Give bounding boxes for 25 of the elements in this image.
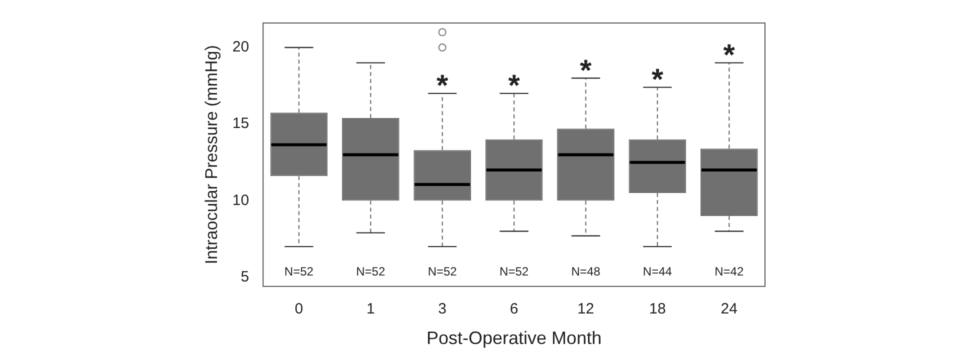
annotation: N=52 xyxy=(500,264,529,279)
annotation: N=48 xyxy=(571,264,601,279)
annotation: N=52 xyxy=(428,264,458,279)
y-tick-label: 10 xyxy=(232,192,250,209)
y-axis-title: Intraocular Pressure (mmHg) xyxy=(202,45,221,264)
x-tick-label: 24 xyxy=(720,300,738,318)
x-tick-label: 18 xyxy=(649,300,666,318)
annotation: * xyxy=(436,70,448,103)
annotation: * xyxy=(580,54,592,88)
y-tick-label: 5 xyxy=(240,268,250,286)
annotation: N=52 xyxy=(356,264,386,279)
y-tick-label: 15 xyxy=(232,115,250,132)
x-tick-label: 6 xyxy=(510,300,518,318)
annotation: N=42 xyxy=(714,264,744,279)
x-tick-label: 3 xyxy=(438,300,447,318)
x-tick-label: 12 xyxy=(577,300,594,318)
x-tick-label: 1 xyxy=(366,300,375,318)
y-tick-label: 20 xyxy=(232,38,250,56)
x-axis-title: Post-Operative Month xyxy=(426,328,602,348)
annotation: * xyxy=(652,64,664,97)
annotation: * xyxy=(723,39,736,72)
x-tick-label: 0 xyxy=(294,300,304,318)
annotation: N=52 xyxy=(284,264,314,279)
annotation: N=44 xyxy=(642,264,672,279)
annotation: * xyxy=(508,70,520,103)
